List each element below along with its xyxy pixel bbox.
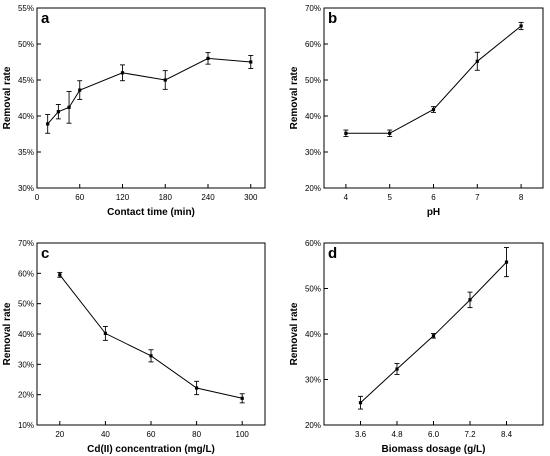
data-point [58, 273, 62, 277]
x-tick-label: 6.0 [428, 430, 440, 439]
data-point [388, 131, 392, 135]
y-tick-label: 35% [18, 148, 34, 157]
x-tick-label: 60 [147, 430, 156, 439]
series-line [360, 261, 507, 404]
y-tick-label: 50% [305, 76, 321, 85]
data-point [78, 88, 82, 92]
x-tick-label: 6 [431, 193, 436, 202]
x-tick-label: 0 [35, 193, 40, 202]
data-point [519, 24, 523, 28]
data-point [67, 105, 71, 109]
y-tick-label: 50% [18, 40, 34, 49]
plot-frame [36, 242, 266, 426]
chart-panel-c: 10% 20% 30% 40% 50% 60% 70% 20 40 60 80 100 Cd(II) c… [2, 239, 266, 455]
y-tick-label: 20% [305, 421, 321, 430]
panel-label: d [328, 245, 337, 262]
y-tick-label: 45% [18, 76, 34, 85]
y-tick-label: 70% [305, 4, 321, 13]
x-tick-label: 20 [55, 430, 64, 439]
data-point [431, 107, 436, 112]
x-tick-label: 7 [475, 193, 480, 202]
y-tick-label: 55% [18, 4, 34, 13]
x-axis-title: Contact time (min) [107, 207, 195, 218]
panel-label: c [41, 245, 49, 262]
x-tick-label: 100 [236, 430, 250, 439]
x-tick-label: 240 [201, 193, 215, 202]
data-point [431, 334, 436, 338]
data-point [249, 60, 253, 64]
y-axis-title: Removal rate [2, 302, 13, 365]
y-tick-label: 30% [18, 184, 34, 193]
data-point [46, 122, 50, 126]
chart-panel-b: 20% 30% 40% 50% 60% 70% 4 5 6 7 8 pH Removal rate b [289, 4, 544, 218]
x-axis-title: Cd(II) concentration (mg/L) [87, 444, 215, 455]
chart-panel-d: 20% 30% 40% 50% 60% 3.6 4.8 6.0 7.2 8.4 Biomass do… [289, 239, 544, 455]
x-axis-title: Biomass dosage (g/L) [382, 444, 486, 455]
x-axis-title: pH [427, 207, 440, 218]
data-point [120, 71, 125, 75]
y-tick-label: 30% [305, 376, 321, 385]
x-tick-label: 120 [116, 193, 130, 202]
x-tick-label: 300 [244, 193, 258, 202]
y-tick-label: 60% [18, 269, 34, 278]
data-point [358, 401, 363, 405]
x-tick-label: 80 [192, 430, 201, 439]
data-point [103, 331, 107, 335]
chart-panel-a: 30% 35% 40% 45% 50% 55% 0 60 120 180 240 300 Contact… [2, 4, 266, 218]
x-tick-label: 5 [387, 193, 392, 202]
x-tick-label: 8.4 [501, 430, 513, 439]
y-tick-label: 50% [305, 285, 321, 294]
x-tick-label: 60 [75, 193, 84, 202]
x-tick-label: 3.6 [355, 430, 367, 439]
y-tick-label: 40% [305, 330, 321, 339]
x-tick-label: 4.8 [391, 430, 403, 439]
plot-frame [36, 7, 266, 189]
y-tick-label: 20% [305, 184, 321, 193]
data-point [163, 78, 167, 82]
data-point [56, 110, 60, 114]
y-axis-title: Removal rate [289, 66, 300, 129]
y-tick-label: 40% [18, 330, 34, 339]
panel-label: b [328, 10, 337, 27]
data-point [504, 260, 509, 264]
data-point [468, 298, 472, 302]
data-point [240, 396, 244, 400]
series-line [345, 25, 522, 134]
panel-label: a [41, 10, 50, 27]
series-line [47, 57, 251, 125]
y-tick-label: 50% [18, 300, 34, 309]
series-line [59, 274, 243, 399]
data-point [206, 56, 210, 60]
y-tick-label: 30% [305, 148, 321, 157]
y-tick-label: 30% [18, 360, 34, 369]
y-tick-label: 60% [305, 239, 321, 248]
data-point [395, 367, 399, 371]
x-tick-label: 8 [519, 193, 524, 202]
y-tick-label: 60% [305, 40, 321, 49]
data-point [195, 386, 199, 390]
x-tick-label: 180 [159, 193, 173, 202]
x-tick-label: 40 [101, 430, 110, 439]
data-point [344, 131, 348, 135]
x-tick-label: 7.2 [464, 430, 476, 439]
data-point [149, 354, 153, 358]
y-axis-title: Removal rate [289, 302, 300, 365]
data-point [475, 59, 479, 63]
y-tick-label: 70% [18, 239, 34, 248]
y-tick-label: 10% [18, 421, 34, 430]
y-axis-title: Removal rate [2, 66, 13, 129]
x-tick-label: 4 [344, 193, 349, 202]
y-tick-label: 40% [305, 112, 321, 121]
y-tick-label: 20% [18, 391, 34, 400]
y-tick-label: 40% [18, 112, 34, 121]
